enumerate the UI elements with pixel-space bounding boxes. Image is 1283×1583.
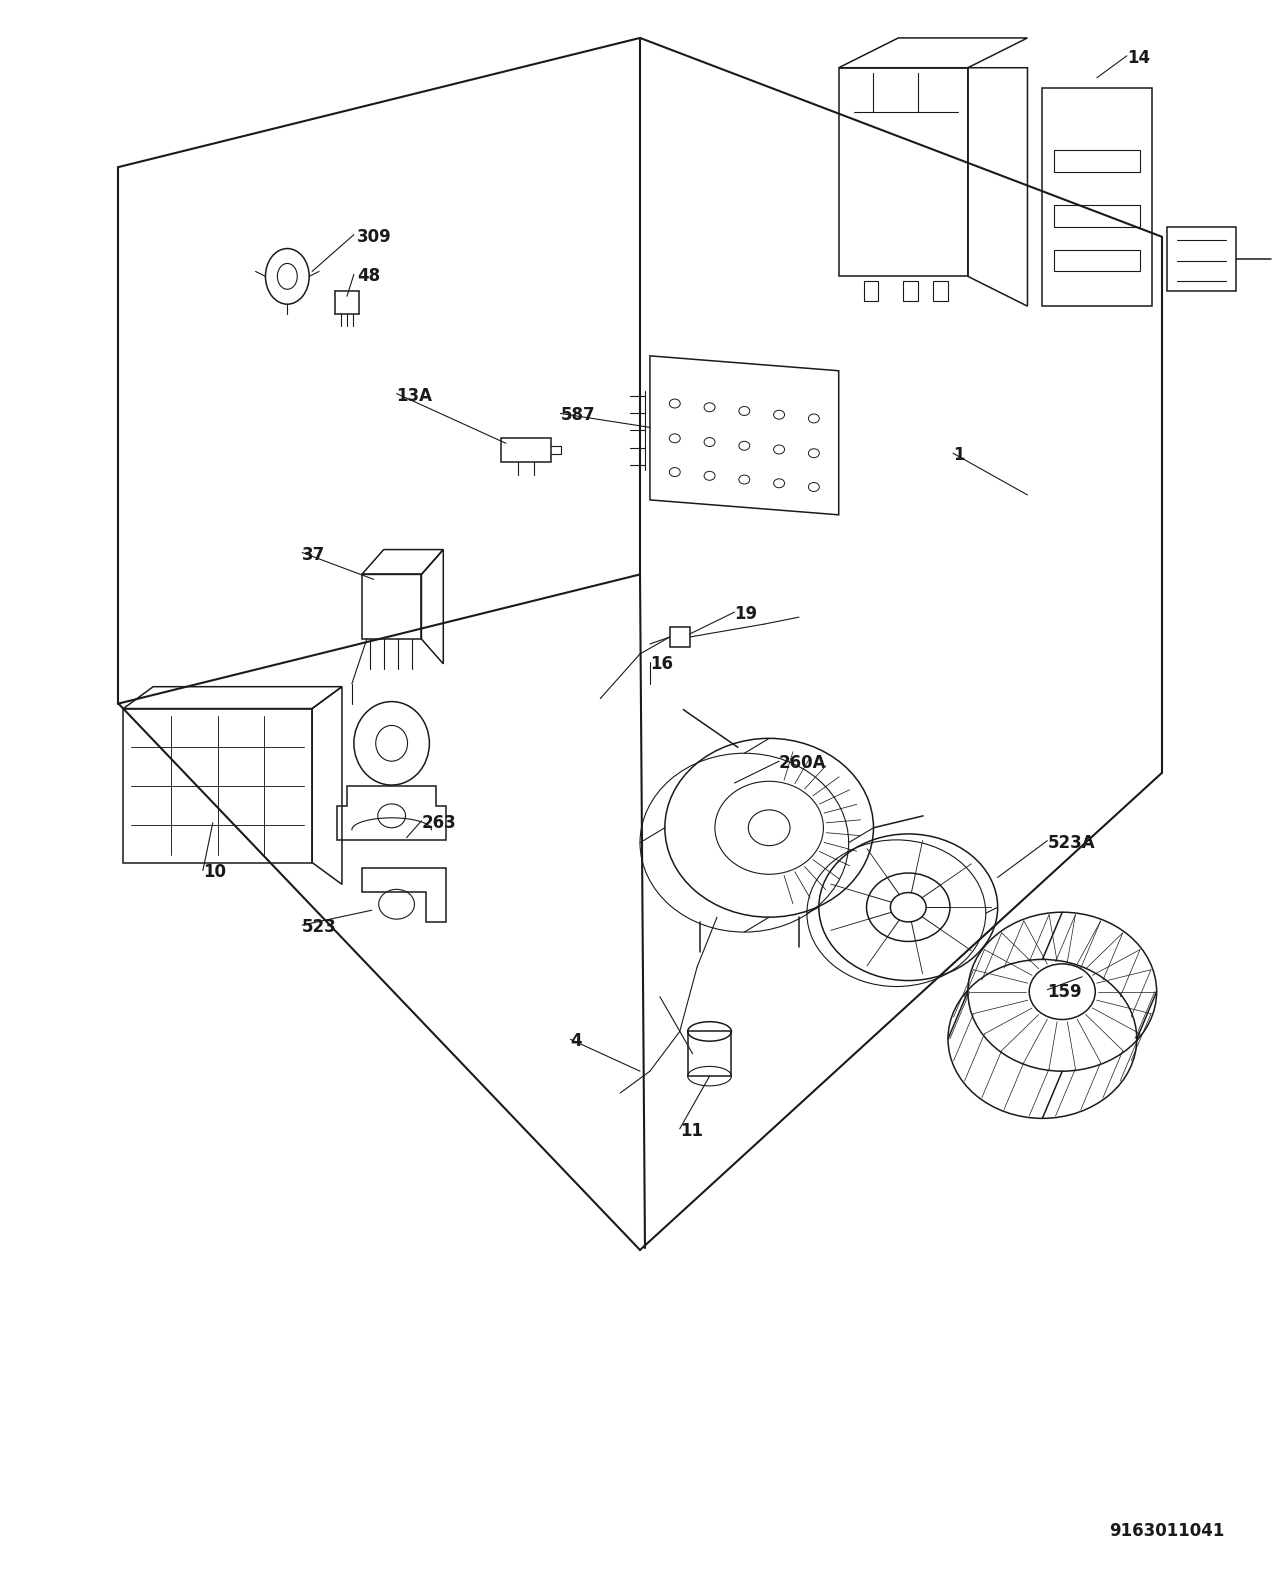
Text: 4: 4: [571, 1032, 582, 1051]
Text: 16: 16: [650, 655, 674, 673]
Text: 263: 263: [421, 814, 457, 831]
Text: 1: 1: [953, 446, 965, 464]
Text: 13A: 13A: [396, 386, 432, 405]
Text: 14: 14: [1126, 49, 1150, 66]
Text: 309: 309: [357, 228, 391, 245]
Text: 19: 19: [734, 605, 757, 624]
Text: 37: 37: [303, 546, 326, 564]
Text: 260A: 260A: [779, 754, 826, 773]
Text: 523: 523: [303, 918, 337, 936]
Text: 9163011041: 9163011041: [1109, 1523, 1224, 1540]
Text: 10: 10: [203, 863, 226, 882]
Text: 159: 159: [1047, 983, 1082, 1000]
Text: 11: 11: [680, 1122, 703, 1140]
Text: 587: 587: [561, 407, 595, 424]
Text: 523A: 523A: [1047, 834, 1094, 852]
Text: 48: 48: [357, 268, 380, 285]
